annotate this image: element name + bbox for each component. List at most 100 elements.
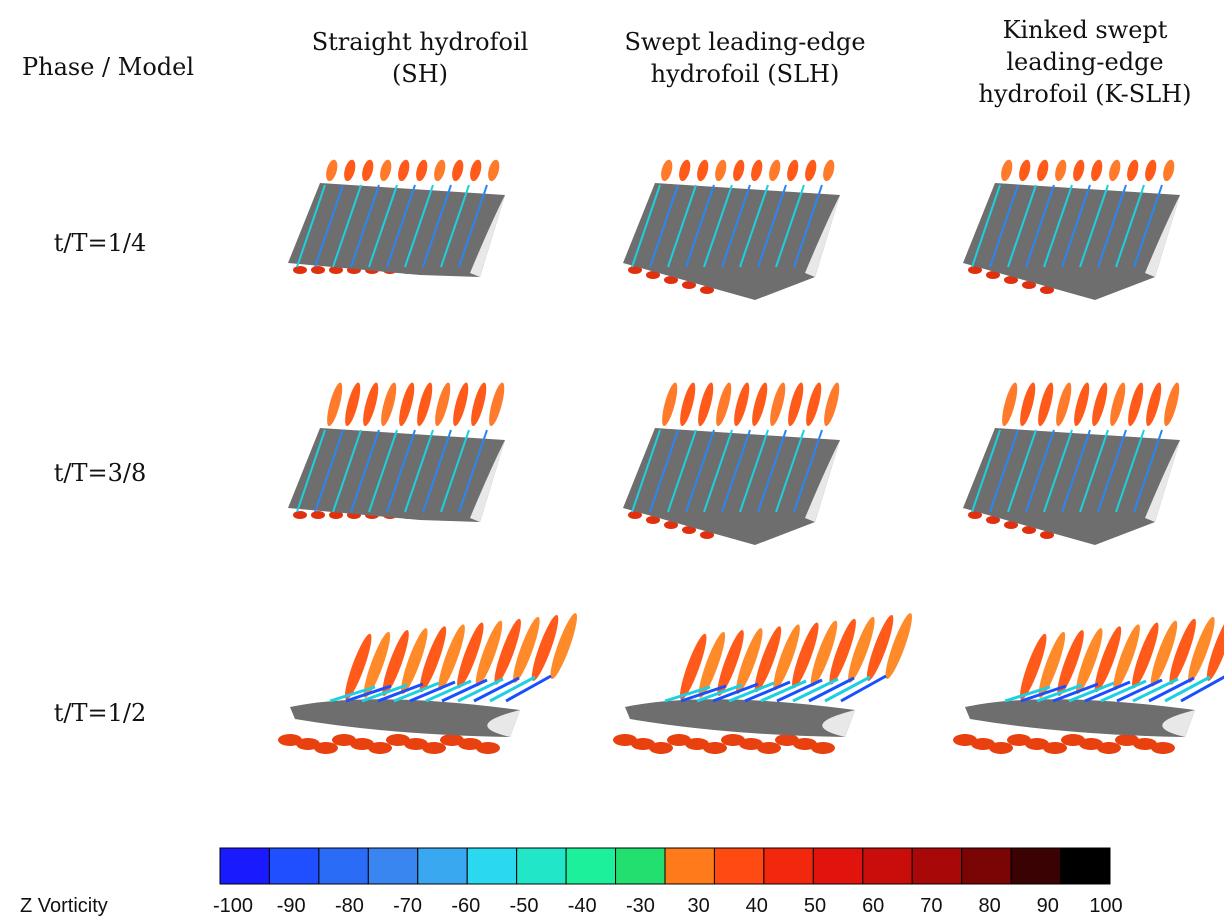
vortex-plume bbox=[731, 158, 746, 182]
vortex-plume bbox=[767, 381, 788, 427]
vortex-bottom bbox=[811, 742, 835, 754]
colorbar-segment bbox=[714, 848, 763, 884]
vortex-plume bbox=[378, 158, 393, 182]
colorbar-segment bbox=[962, 848, 1011, 884]
vortex-plume bbox=[324, 381, 345, 427]
hydrofoil-renders bbox=[278, 158, 1224, 754]
vortex-bottom bbox=[1151, 742, 1175, 754]
vortex-plume bbox=[432, 381, 453, 427]
colorbar-tick-label: 100 bbox=[1089, 895, 1122, 917]
vortex-plume bbox=[1071, 158, 1086, 182]
colorbar-tick-label: -30 bbox=[626, 895, 655, 917]
colorbar-tick-label: 80 bbox=[978, 895, 1000, 917]
colorbar-segment bbox=[368, 848, 417, 884]
column-header: Swept leading-edge bbox=[624, 28, 865, 56]
colorbar-segment bbox=[813, 848, 862, 884]
colorbar-segment bbox=[665, 848, 714, 884]
figure: Phase / ModelStraight hydrofoil(SH)Swept… bbox=[0, 0, 1224, 918]
colorbar-segment bbox=[418, 848, 467, 884]
vortex-plume bbox=[342, 381, 363, 427]
vortex-plume bbox=[695, 158, 710, 182]
vortex-plume bbox=[486, 381, 507, 427]
vortex-plume bbox=[749, 381, 770, 427]
vortex-plume bbox=[1125, 381, 1146, 427]
vortex-bottom bbox=[293, 266, 307, 274]
vortex-plume bbox=[342, 158, 357, 182]
colorbar-tick-label: -50 bbox=[510, 895, 539, 917]
vortex-plume bbox=[1143, 381, 1164, 427]
colorbar-tick-label: -60 bbox=[451, 895, 480, 917]
vortex-bottom bbox=[989, 742, 1013, 754]
vortex-plume bbox=[1053, 381, 1074, 427]
vortex-plume bbox=[414, 158, 429, 182]
vortex-plume bbox=[821, 158, 836, 182]
vortex-plume bbox=[767, 158, 782, 182]
colorbar-tick-label: -80 bbox=[335, 895, 364, 917]
hydrofoil bbox=[290, 699, 520, 737]
vortex-plume bbox=[677, 381, 698, 427]
column-header: Kinked swept bbox=[1003, 16, 1168, 44]
vortex-plume bbox=[1071, 381, 1092, 427]
colorbar-tick-label: 30 bbox=[687, 895, 709, 917]
vortex-bottom bbox=[314, 742, 338, 754]
vortex-plume bbox=[731, 381, 752, 427]
vortex-bottom bbox=[476, 742, 500, 754]
colorbar-tick-label: -90 bbox=[277, 895, 306, 917]
vortex-plume bbox=[821, 381, 842, 427]
colorbar-segment bbox=[616, 848, 665, 884]
column-header: hydrofoil (K-SLH) bbox=[979, 80, 1192, 108]
vortex-plume bbox=[1089, 381, 1110, 427]
vortex-plume bbox=[450, 381, 471, 427]
colorbar-segment bbox=[517, 848, 566, 884]
vortex-plume bbox=[450, 158, 465, 182]
vortex-plume bbox=[396, 158, 411, 182]
vortex-plume bbox=[659, 381, 680, 427]
vortex-plume bbox=[713, 381, 734, 427]
vortex-bottom bbox=[368, 742, 392, 754]
vortex-plume bbox=[1017, 158, 1032, 182]
vortex-plume bbox=[378, 381, 399, 427]
colorbar-tick-label: -70 bbox=[393, 895, 422, 917]
colorbar-segment bbox=[1011, 848, 1060, 884]
vortex-plume bbox=[803, 158, 818, 182]
colorbar-tick-label: 90 bbox=[1037, 895, 1059, 917]
colorbar-segment bbox=[269, 848, 318, 884]
vortex-plume bbox=[468, 381, 489, 427]
colorbar-tick-label: 60 bbox=[862, 895, 884, 917]
vortex-bottom bbox=[1097, 742, 1121, 754]
colorbar-segment bbox=[764, 848, 813, 884]
column-header: hydrofoil (SLH) bbox=[651, 60, 840, 88]
colorbar-tick-label: -100 bbox=[213, 895, 253, 917]
vortex-plume bbox=[785, 381, 806, 427]
vortex-plume bbox=[785, 158, 800, 182]
colorbar-segment bbox=[1061, 848, 1110, 884]
row-label: t/T=1/4 bbox=[54, 229, 146, 257]
colorbar-tick-label: 70 bbox=[920, 895, 942, 917]
column-header: (SH) bbox=[392, 60, 448, 88]
hydrofoil bbox=[965, 699, 1195, 737]
colorbar-tick-label: -40 bbox=[568, 895, 597, 917]
vortex-plume bbox=[360, 158, 375, 182]
vortex-plume bbox=[1089, 158, 1104, 182]
colorbar-segment bbox=[863, 848, 912, 884]
vortex-bottom bbox=[293, 511, 307, 519]
vortex-plume bbox=[468, 158, 483, 182]
hydrofoil bbox=[625, 699, 855, 737]
colorbar-tick-label: 40 bbox=[746, 895, 768, 917]
colorbar-segment bbox=[220, 848, 269, 884]
vortex-plume bbox=[432, 158, 447, 182]
vortex-plume bbox=[1035, 158, 1050, 182]
vortex-plume bbox=[324, 158, 339, 182]
vortex-plume bbox=[1107, 158, 1122, 182]
vortex-bottom bbox=[757, 742, 781, 754]
vortex-bottom bbox=[649, 742, 673, 754]
vortex-plume bbox=[695, 381, 716, 427]
vortex-plume bbox=[1035, 381, 1056, 427]
vortex-bottom bbox=[422, 742, 446, 754]
vortex-plume bbox=[1053, 158, 1068, 182]
vortex-plume bbox=[1017, 381, 1038, 427]
vortex-plume bbox=[749, 158, 764, 182]
vortex-plume bbox=[1161, 381, 1182, 427]
vortex-plume bbox=[360, 381, 381, 427]
colorbar-segment bbox=[467, 848, 516, 884]
